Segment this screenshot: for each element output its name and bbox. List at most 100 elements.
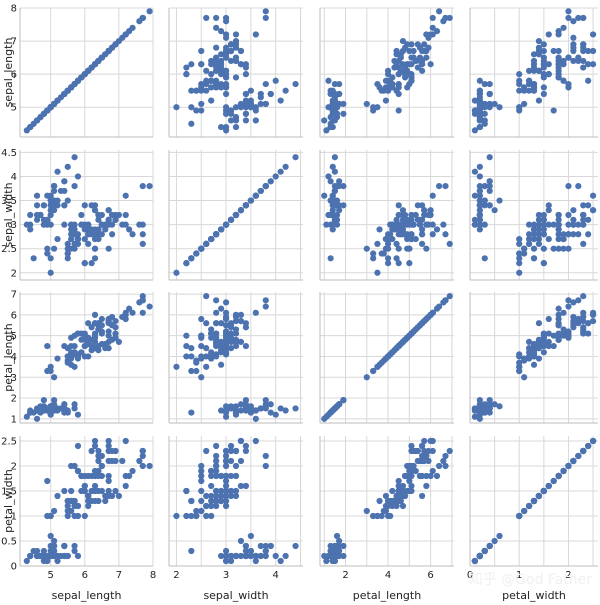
data-point (74, 235, 82, 243)
data-point (198, 315, 205, 323)
data-point (64, 552, 71, 560)
data-point (476, 216, 483, 223)
data-point (408, 74, 415, 81)
data-point (203, 363, 210, 370)
data-point (74, 231, 82, 238)
data-point (575, 14, 582, 22)
data-point (272, 552, 279, 560)
y-tick-label: 1 (11, 414, 17, 425)
data-point (51, 542, 58, 550)
x-axis-label: sepal_length (52, 589, 122, 602)
data-point (242, 405, 250, 412)
data-point (429, 24, 436, 31)
data-point (391, 347, 398, 354)
data-point (262, 547, 269, 555)
data-point (23, 557, 30, 565)
data-point (425, 211, 432, 219)
data-point (565, 462, 572, 470)
data-point (112, 457, 119, 465)
data-point (384, 87, 392, 94)
data-point (555, 221, 562, 228)
data-point (262, 100, 269, 108)
data-point (277, 168, 284, 175)
data-point (91, 311, 99, 318)
data-point (227, 57, 235, 65)
data-point (418, 452, 426, 460)
data-point (384, 255, 392, 262)
y-tick-label: 6 (11, 310, 17, 321)
data-point (257, 405, 264, 412)
data-point (88, 324, 95, 331)
data-point (218, 61, 225, 68)
data-point (33, 211, 41, 219)
data-point (442, 452, 449, 460)
data-point (433, 472, 441, 480)
data-point (222, 487, 230, 495)
data-point (414, 202, 421, 209)
data-point (516, 359, 523, 366)
data-point (252, 552, 259, 560)
data-point (85, 340, 92, 348)
data-point (340, 542, 347, 550)
data-point (122, 221, 129, 228)
data-point (545, 221, 552, 228)
data-point (68, 231, 75, 238)
data-point (242, 324, 250, 331)
data-point (262, 552, 269, 560)
data-point (78, 211, 85, 219)
y-tick-label: 2 (11, 394, 17, 405)
data-point (188, 255, 195, 262)
data-point (397, 497, 404, 505)
data-point (102, 345, 109, 352)
data-point (68, 487, 75, 495)
data-point (399, 487, 407, 495)
data-point (585, 77, 592, 84)
data-point (340, 100, 347, 108)
data-point (580, 202, 587, 209)
data-point (391, 497, 398, 505)
data-point (423, 472, 430, 480)
data-point (525, 231, 533, 238)
data-point (399, 37, 407, 45)
data-point (540, 90, 547, 98)
data-point (51, 202, 58, 209)
data-point (408, 487, 415, 495)
data-point (222, 14, 230, 22)
data-point (227, 405, 235, 412)
data-point (218, 305, 225, 312)
data-point (397, 67, 404, 74)
data-point (336, 90, 343, 98)
data-point (105, 447, 112, 455)
data-point (491, 401, 498, 408)
data-point (555, 322, 562, 329)
data-point (555, 336, 562, 343)
data-point (222, 330, 230, 337)
y-tick-label: 5 (11, 103, 17, 114)
data-point (227, 492, 235, 500)
data-point (218, 28, 225, 35)
data-point (98, 487, 105, 495)
data-point (71, 351, 78, 358)
data-point (232, 104, 240, 111)
data-point (218, 51, 225, 58)
data-point (267, 409, 274, 416)
data-point (427, 207, 434, 214)
data-point (64, 353, 71, 360)
data-point (247, 104, 254, 111)
data-point (242, 342, 250, 350)
data-point (340, 202, 347, 209)
data-point (389, 487, 396, 495)
data-point (227, 41, 235, 48)
data-point (105, 216, 112, 223)
data-point (570, 57, 577, 65)
data-point (378, 512, 385, 520)
data-point (545, 235, 552, 243)
data-point (105, 437, 112, 445)
data-point (247, 403, 254, 410)
data-point (427, 472, 434, 480)
data-point (203, 502, 210, 510)
data-point (535, 67, 543, 74)
data-point (580, 221, 587, 228)
data-point (397, 492, 404, 500)
data-point (247, 532, 254, 540)
